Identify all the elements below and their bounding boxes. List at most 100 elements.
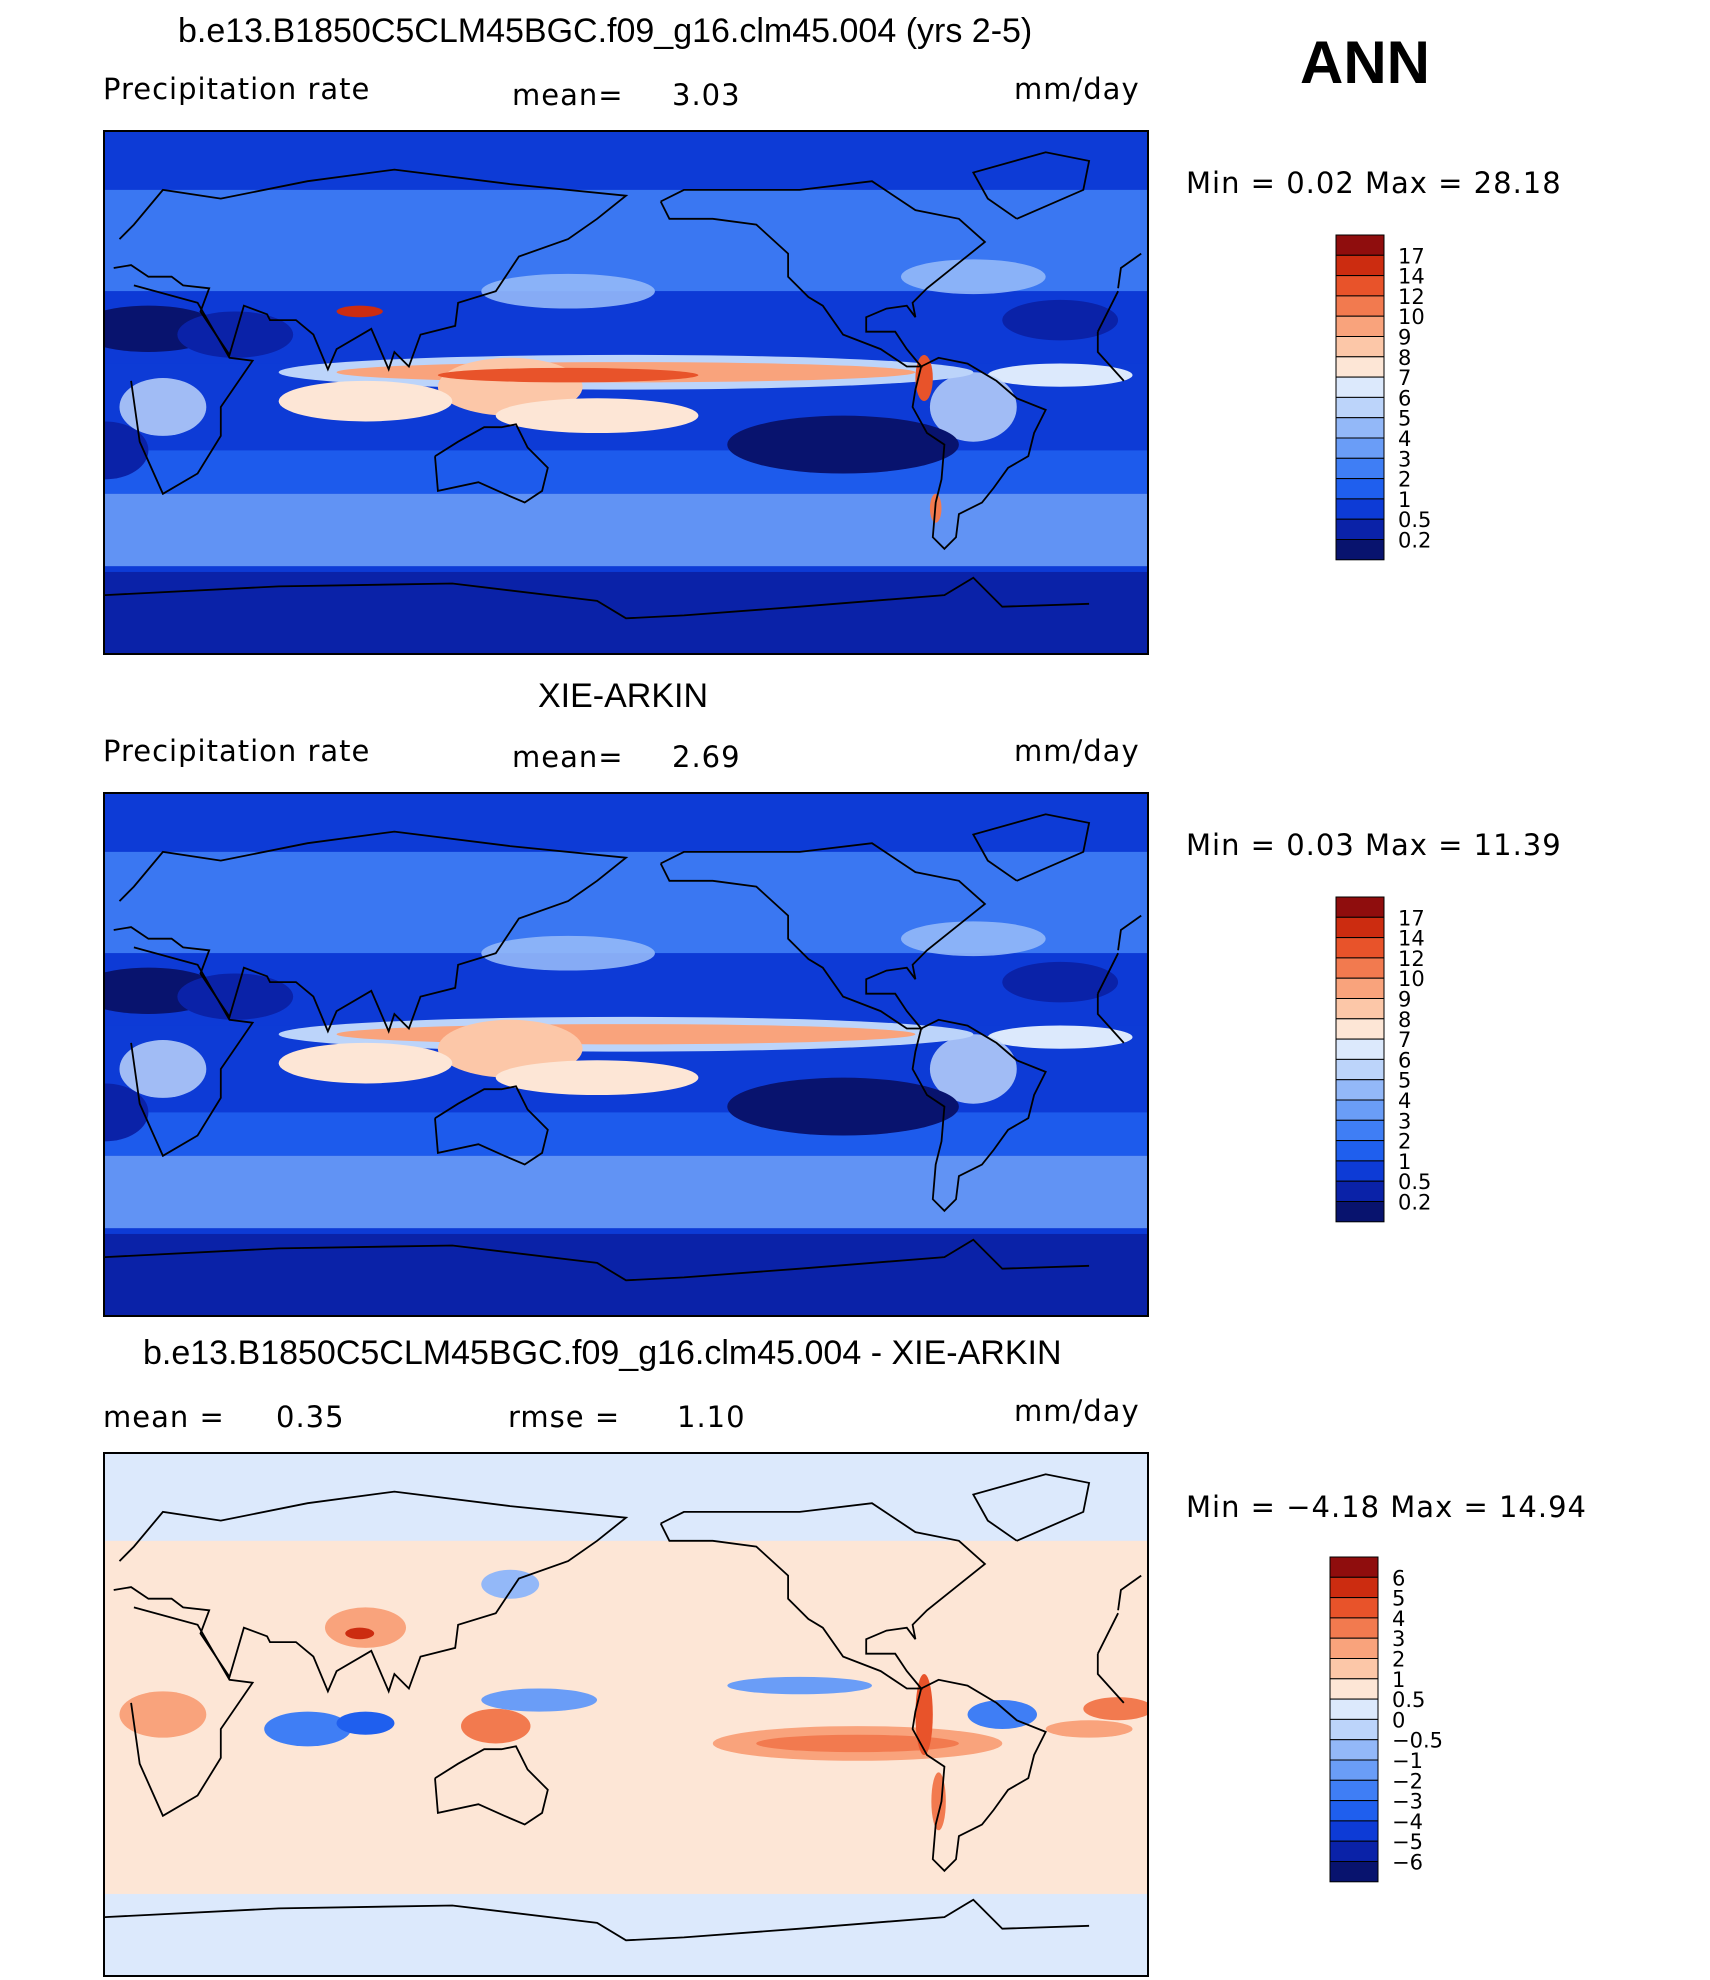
- colorbar-swatch: [1329, 1556, 1379, 1578]
- colorbar-tick-label: 10: [1398, 305, 1425, 329]
- colorbar-swatch: [1335, 1099, 1385, 1121]
- precip-contour-region: [987, 1025, 1133, 1049]
- coastline: [659, 842, 987, 1030]
- colorbar-swatch: [1329, 1597, 1379, 1619]
- precip-contour-region: [437, 367, 699, 383]
- colorbar-swatch: [1329, 1779, 1379, 1802]
- colorbar-swatch: [1329, 1658, 1379, 1680]
- colorbar-tick-label: 8: [1398, 346, 1411, 370]
- coastline: [911, 1018, 1047, 1213]
- coastline: [105, 1898, 1090, 1942]
- coastline: [911, 356, 1047, 551]
- panel3-minmax: Min = −4.18 Max = 14.94: [1186, 1490, 1587, 1524]
- colorbar-tick-label: 0.2: [1398, 529, 1431, 553]
- precip-contour-region: [481, 935, 655, 971]
- colorbar-tick-label: 5: [1398, 1069, 1411, 1093]
- precip-contour-region: [900, 921, 1046, 957]
- panel2-colorbar: 17 14 12 10 9 8 7 6 5 4 3 2 1 0.5 0.2: [1332, 895, 1532, 1320]
- colorbar-swatch: [1335, 315, 1385, 337]
- colorbar-swatch: [1335, 1140, 1385, 1162]
- colorbar-swatch: [1335, 518, 1385, 541]
- colorbar-swatch: [1335, 1160, 1385, 1182]
- coastline: [434, 1745, 549, 1826]
- panel3-colorbar: 6 5 4 3 2 1 0.5 0 −0.5 −1 −2 −3 −4 −5 −6: [1326, 1555, 1526, 1980]
- colorbar-tick-label: 2: [1398, 1130, 1411, 1154]
- colorbar-tick-label: 4: [1398, 427, 1411, 451]
- coastline: [434, 423, 549, 504]
- colorbar-tick-label: 7: [1398, 366, 1411, 390]
- panel2-variable-label: Precipitation rate: [103, 734, 371, 768]
- coastline: [659, 1502, 987, 1690]
- coastline: [971, 151, 1091, 220]
- precip-contour-region: [336, 1711, 395, 1735]
- coastline: [113, 830, 1142, 1034]
- colorbar-swatch: [1335, 957, 1385, 979]
- precip-contour-region: [987, 363, 1133, 387]
- panel3-rmse-value: 1.10: [677, 1400, 746, 1434]
- colorbar-tick-label: 10: [1398, 967, 1425, 991]
- colorbar-tick-label: 3: [1392, 1627, 1405, 1651]
- precip-contour-region: [324, 1607, 407, 1648]
- precip-latitude-band: [105, 1454, 1147, 1541]
- coastline: [113, 168, 1142, 372]
- colorbar-tick-label: −2: [1392, 1769, 1423, 1793]
- panel1-colorbar: 17 14 12 10 9 8 7 6 5 4 3 2 1 0.5 0.2: [1332, 233, 1532, 658]
- colorbar-tick-label: 4: [1392, 1607, 1405, 1631]
- colorbar-swatch: [1335, 275, 1385, 297]
- panel1-mean-value: 3.03: [672, 78, 741, 112]
- coastline: [971, 813, 1091, 882]
- colorbar-tick-label: 1: [1398, 488, 1411, 512]
- panel1-units: mm/day: [1014, 72, 1140, 106]
- colorbar-tick-label: 3: [1398, 1109, 1411, 1133]
- precip-contour-region: [1002, 299, 1119, 341]
- season-label: ANN: [1300, 29, 1430, 96]
- colorbar-tick-label: 0.5: [1398, 1170, 1431, 1194]
- coastline: [105, 1238, 1090, 1282]
- colorbar-swatch: [1335, 478, 1385, 500]
- precip-contour-region: [105, 1083, 149, 1142]
- colorbar-swatch: [1329, 1759, 1379, 1781]
- coastline: [911, 1678, 1047, 1873]
- panel2-title: XIE-ARKIN: [538, 677, 709, 715]
- precip-contour-region: [900, 259, 1046, 295]
- colorbar-swatch: [1335, 457, 1385, 480]
- precip-contour-region: [105, 421, 149, 480]
- colorbar-swatch: [1335, 254, 1385, 277]
- colorbar-tick-label: 2: [1392, 1648, 1405, 1672]
- colorbar-swatch: [1329, 1698, 1379, 1720]
- colorbar-tick-label: 0.5: [1392, 1688, 1425, 1712]
- panel2-mean-value: 2.69: [672, 740, 741, 774]
- colorbar-swatch: [1335, 396, 1385, 419]
- panel2-minmax: Min = 0.03 Max = 11.39: [1186, 828, 1562, 862]
- colorbar-swatch: [1329, 1617, 1379, 1639]
- colorbar-tick-label: 3: [1398, 447, 1411, 471]
- colorbar-swatch: [1335, 977, 1385, 999]
- colorbar-tick-label: 6: [1398, 386, 1411, 410]
- colorbar-tick-label: 2: [1398, 468, 1411, 492]
- panel3-mean-value: 0.35: [276, 1400, 345, 1434]
- colorbar-tick-label: 6: [1392, 1566, 1405, 1590]
- coastline: [113, 1490, 1142, 1694]
- colorbar-swatch: [1335, 356, 1385, 378]
- colorbar-tick-label: 12: [1398, 947, 1425, 971]
- colorbar-tick-label: 12: [1398, 285, 1425, 309]
- colorbar-tick-label: 0: [1392, 1708, 1405, 1732]
- coastline: [434, 1085, 549, 1166]
- panel3-units: mm/day: [1014, 1394, 1140, 1428]
- colorbar-swatch: [1329, 1678, 1379, 1700]
- colorbar-swatch: [1335, 539, 1385, 561]
- colorbar-tick-label: 5: [1392, 1587, 1405, 1611]
- precip-contour-region: [727, 1077, 959, 1136]
- colorbar-tick-label: 6: [1398, 1048, 1411, 1072]
- colorbar-tick-label: 0.2: [1398, 1191, 1431, 1215]
- colorbar-swatch: [1329, 1820, 1379, 1842]
- colorbar-swatch: [1335, 1058, 1385, 1081]
- panel2-units: mm/day: [1014, 734, 1140, 768]
- colorbar-swatch: [1329, 1800, 1379, 1822]
- colorbar-tick-label: 5: [1398, 407, 1411, 431]
- colorbar-tick-label: 1: [1392, 1668, 1405, 1692]
- precip-contour-region: [278, 380, 453, 422]
- colorbar-swatch: [1335, 417, 1385, 439]
